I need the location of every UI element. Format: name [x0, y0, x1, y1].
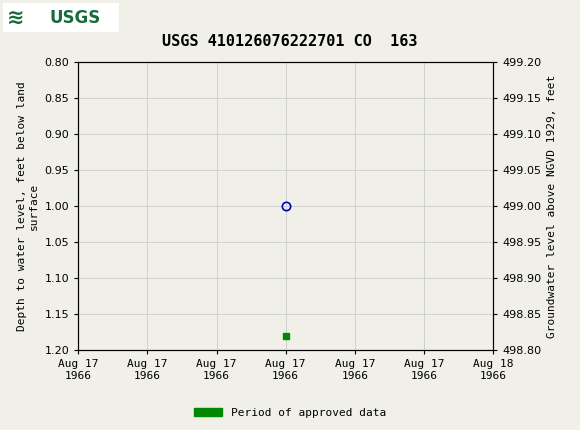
Legend: Period of approved data: Period of approved data [190, 403, 390, 422]
Text: ≋: ≋ [7, 8, 24, 28]
Y-axis label: Groundwater level above NGVD 1929, feet: Groundwater level above NGVD 1929, feet [547, 75, 557, 338]
Text: USGS: USGS [49, 9, 100, 27]
FancyBboxPatch shape [3, 3, 119, 32]
Y-axis label: Depth to water level, feet below land
surface: Depth to water level, feet below land su… [17, 82, 39, 331]
Text: USGS 410126076222701 CO  163: USGS 410126076222701 CO 163 [162, 34, 418, 49]
